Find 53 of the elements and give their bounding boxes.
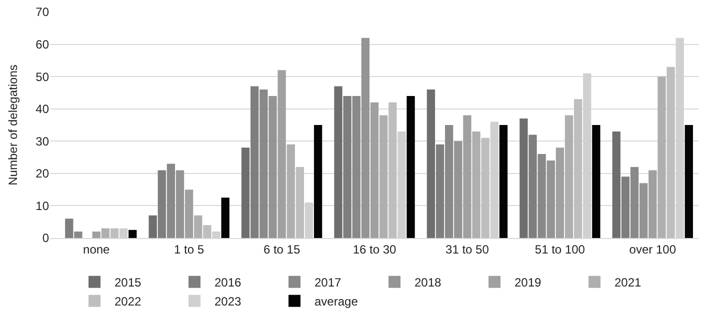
bar xyxy=(110,228,119,238)
y-tick-label: 40 xyxy=(36,102,50,116)
bar xyxy=(314,125,322,238)
x-tick-label: over 100 xyxy=(629,242,676,256)
bar xyxy=(194,215,202,238)
legend-label: 2015 xyxy=(114,276,142,290)
y-tick-label: 60 xyxy=(36,37,50,52)
legend-label: 2023 xyxy=(214,294,242,309)
y-tick-label: 0 xyxy=(42,231,50,246)
legend-label: average xyxy=(314,294,358,309)
bar xyxy=(426,89,436,238)
bar xyxy=(334,86,342,238)
bar xyxy=(592,125,600,238)
x-tick-label: 31 to 50 xyxy=(446,242,490,256)
x-tick-label: none xyxy=(83,242,110,256)
bar xyxy=(666,66,675,238)
legend-label: 2017 xyxy=(314,276,342,290)
y-tick-label: 10 xyxy=(36,198,50,213)
bar xyxy=(296,166,304,238)
y-tick-label: 30 xyxy=(36,134,50,148)
x-tick-label: 1 to 5 xyxy=(174,242,204,256)
y-axis-title: Number of delegations xyxy=(6,64,20,186)
bar xyxy=(520,118,528,238)
bar xyxy=(564,115,574,238)
bar xyxy=(406,96,415,238)
bar xyxy=(286,144,295,238)
bar xyxy=(92,232,100,238)
bar xyxy=(481,138,490,238)
bar xyxy=(221,198,230,238)
bar xyxy=(472,131,480,238)
bar xyxy=(241,148,250,238)
bar xyxy=(128,230,137,238)
bar xyxy=(203,225,212,238)
legend-label: 2018 xyxy=(414,276,442,290)
bar xyxy=(658,76,666,238)
legend-label: 2021 xyxy=(614,276,642,290)
bar xyxy=(574,99,582,238)
bar xyxy=(101,228,110,238)
bar xyxy=(499,125,508,238)
bar xyxy=(684,125,693,238)
y-tick-label: 50 xyxy=(36,70,50,84)
legend-label: 2016 xyxy=(214,276,242,290)
y-tick-label: 70 xyxy=(36,5,50,20)
bar xyxy=(148,215,157,238)
y-tick-label: 20 xyxy=(36,166,50,181)
legend-label: 2019 xyxy=(514,276,542,290)
x-tick-label: 6 to 15 xyxy=(263,242,300,256)
x-tick-label: 16 to 30 xyxy=(352,242,397,256)
legend-label: 2022 xyxy=(114,294,142,309)
bar xyxy=(379,115,388,238)
bar xyxy=(612,131,620,238)
bar xyxy=(388,102,397,238)
x-tick-label: 51 to 100 xyxy=(534,242,586,256)
